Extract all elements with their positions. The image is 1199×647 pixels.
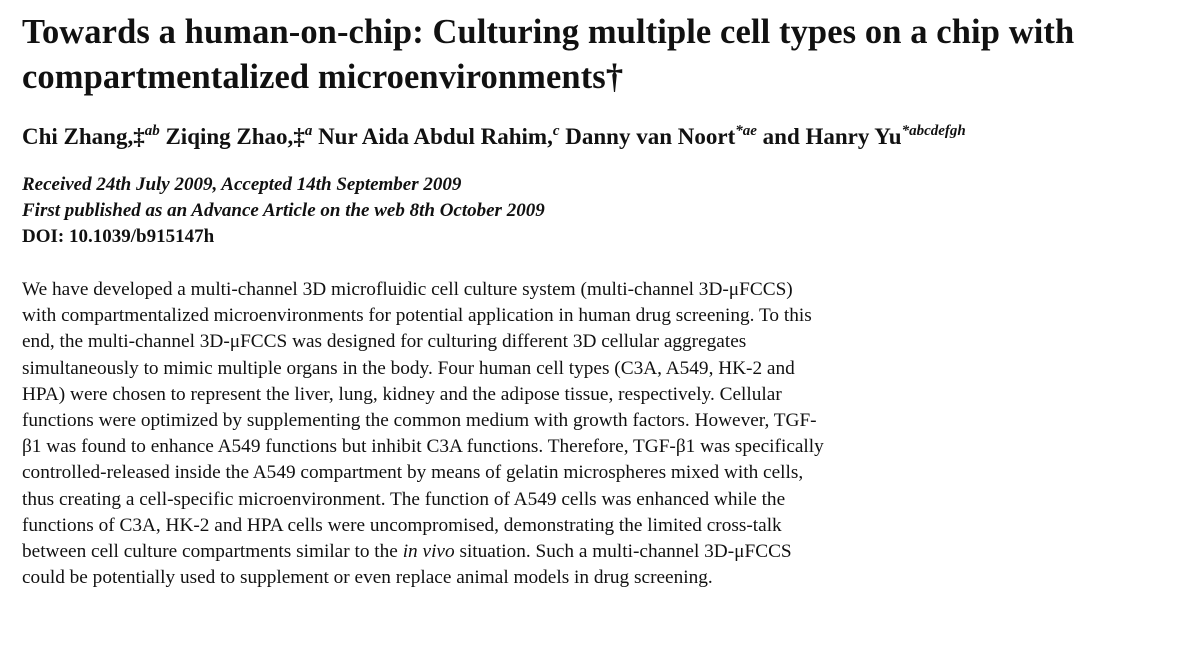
abstract-italic-text: in vivo bbox=[402, 541, 455, 563]
abstract-text: situation. Such a multi-channel 3D-μFCCS bbox=[454, 541, 792, 563]
article-page: Towards a human-on-chip: Culturing multi… bbox=[22, 10, 1187, 591]
author-name: Nur Aida Abdul Rahim, bbox=[318, 124, 553, 149]
abstract-line: simultaneously to mimic multiple organs … bbox=[22, 357, 795, 379]
abstract: We have developed a multi-channel 3D mic… bbox=[22, 277, 962, 591]
author-affiliation: *abcdefgh bbox=[901, 123, 966, 139]
abstract-line: We have developed a multi-channel 3D mic… bbox=[22, 279, 793, 300]
abstract-line: thus creating a cell-specific microenvir… bbox=[22, 488, 786, 510]
author-name: Ziqing Zhao, bbox=[165, 124, 294, 149]
abstract-line: could be potentially used to supplement … bbox=[22, 567, 713, 589]
author-affiliation: ab bbox=[144, 123, 160, 139]
abstract-line: with compartmentalized microenvironments… bbox=[22, 305, 812, 327]
first-published-date: First published as an Advance Article on… bbox=[22, 200, 545, 221]
abstract-line: HPA) were chosen to represent the liver,… bbox=[22, 383, 782, 405]
publication-history: Received 24th July 2009, Accepted 14th S… bbox=[22, 172, 1187, 250]
article-title: Towards a human-on-chip: Culturing multi… bbox=[22, 10, 1187, 100]
abstract-line: between cell culture compartments simila… bbox=[22, 539, 962, 565]
author-affiliation: a bbox=[304, 123, 313, 139]
abstract-line: functions were optimized by supplementin… bbox=[22, 410, 817, 432]
author-footnote-mark: ‡ bbox=[293, 124, 305, 149]
author-affiliation: *ae bbox=[735, 123, 757, 139]
author-footnote-mark: ‡ bbox=[133, 124, 145, 149]
author-name: Chi Zhang, bbox=[22, 124, 134, 149]
author-name: and Hanry Yu bbox=[762, 124, 902, 149]
abstract-text: between cell culture compartments simila… bbox=[22, 541, 403, 563]
author-affiliation: c bbox=[552, 123, 560, 139]
abstract-line: controlled-released inside the A549 comp… bbox=[22, 462, 804, 484]
abstract-line: end, the multi-channel 3D-μFCCS was desi… bbox=[22, 331, 747, 353]
abstract-line: functions of C3A, HK-2 and HPA cells wer… bbox=[22, 514, 782, 536]
author-name: Danny van Noort bbox=[565, 124, 736, 149]
doi: DOI: 10.1039/b915147h bbox=[22, 226, 215, 247]
article-title-line-1: Towards a human-on-chip: Culturing multi… bbox=[22, 13, 1075, 51]
author-list: Chi Zhang,‡ab Ziqing Zhao,‡a Nur Aida Ab… bbox=[22, 120, 1187, 154]
article-title-line-2: compartmentalized microenvironments† bbox=[22, 58, 624, 96]
abstract-line: β1 was found to enhance A549 functions b… bbox=[22, 436, 824, 458]
received-accepted-dates: Received 24th July 2009, Accepted 14th S… bbox=[22, 174, 462, 195]
